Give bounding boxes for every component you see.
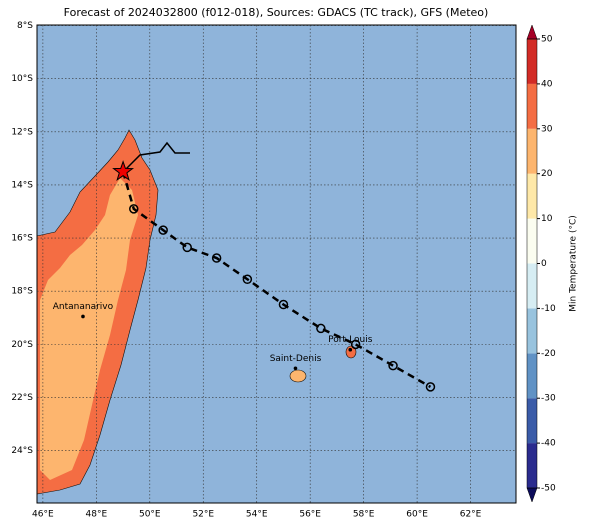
x-tick-label: 50°E <box>139 510 161 520</box>
track-point <box>211 253 222 263</box>
colorbar-tick-label: 30 <box>541 124 553 134</box>
colorbar-extend-top <box>526 24 538 40</box>
track-line <box>121 171 432 388</box>
colorbar-tick-label: 10 <box>541 214 553 224</box>
track-point <box>182 242 192 253</box>
colorbar-segment <box>527 398 537 444</box>
track-point <box>158 225 168 235</box>
current-position <box>112 160 135 181</box>
track-point <box>316 323 326 334</box>
x-tick-label: 52°E <box>192 510 214 520</box>
map-frame <box>36 24 517 504</box>
track-point <box>425 382 436 392</box>
track-point <box>129 204 139 214</box>
colorbar-tick-label: -40 <box>541 439 556 449</box>
x-tick-label: 56°E <box>299 510 321 520</box>
colorbar-segment <box>527 173 537 219</box>
y-tick-label: 20°S <box>11 340 33 350</box>
colorbar-tick-label: 50 <box>541 35 553 45</box>
track-point <box>278 299 289 310</box>
y-tick-label: 18°S <box>11 287 33 297</box>
colorbar-label: Min Temperature (°C) <box>569 215 579 312</box>
city-dot <box>293 366 298 371</box>
colorbar-segment <box>527 308 537 354</box>
colorbar-segment <box>527 83 537 129</box>
y-tick-label: 24°S <box>11 446 33 456</box>
city-label: Port-Louis <box>328 335 373 345</box>
track-point <box>388 360 398 371</box>
x-tick-label: 54°E <box>246 510 268 520</box>
x-tick-label: 60°E <box>406 510 428 520</box>
city-dot <box>81 314 85 319</box>
y-tick-label: 8°S <box>17 21 33 31</box>
track-point <box>242 274 253 285</box>
land <box>36 129 357 495</box>
colorbar-tick-label: 20 <box>541 169 553 179</box>
colorbar-extend-bottom <box>526 487 538 503</box>
city-label: Saint-Denis <box>270 354 322 364</box>
x-tick-label: 48°E <box>86 510 108 520</box>
y-tick-label: 22°S <box>11 393 33 403</box>
x-tick-label: 46°E <box>32 510 54 520</box>
y-tick-label: 12°S <box>11 127 33 137</box>
colorbar-segment <box>527 443 537 488</box>
y-tick-label: 16°S <box>11 234 33 244</box>
city-label: Antananarivo <box>53 302 114 312</box>
colorbar-tick-label: 40 <box>541 79 553 89</box>
colorbar-tick-label: -20 <box>541 349 556 359</box>
colorbar-segment <box>527 263 537 309</box>
y-tick-label: 10°S <box>11 74 33 84</box>
colorbar-tick-label: -50 <box>541 484 556 494</box>
track-point <box>350 339 361 350</box>
x-tick-label: 58°E <box>353 510 375 520</box>
map-title: Forecast of 2024032800 (f012-018), Sourc… <box>64 6 489 19</box>
colorbar-tick-label: -30 <box>541 394 556 404</box>
city-dot <box>348 347 353 352</box>
y-tick-label: 14°S <box>11 180 33 190</box>
colorbar-segment <box>527 218 537 264</box>
colorbar-segment <box>527 128 537 174</box>
colorbar-tick-label: 0 <box>541 259 547 269</box>
colorbar-tick-label: -10 <box>541 304 556 314</box>
colorbar-segment <box>527 353 537 399</box>
colorbar-segment <box>527 39 537 84</box>
x-tick-label: 62°E <box>460 510 482 520</box>
